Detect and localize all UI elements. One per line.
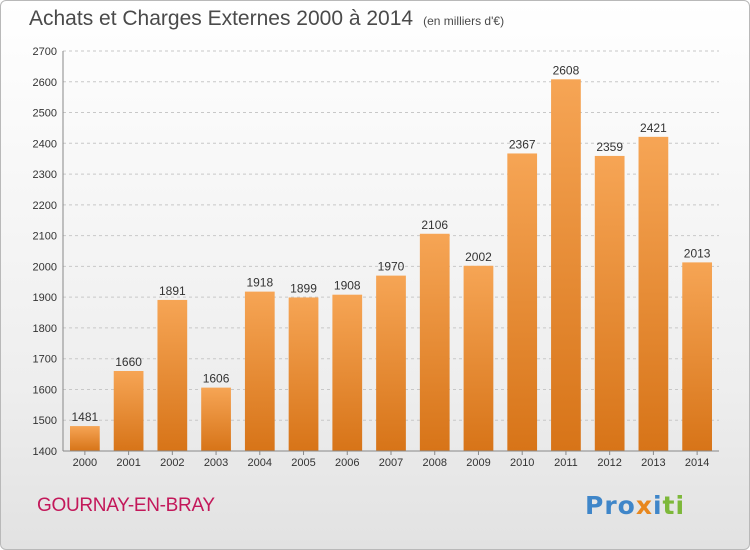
x-tick-label: 2001 (116, 457, 140, 469)
bar-value-label: 1918 (246, 276, 273, 290)
bar (419, 233, 450, 451)
y-tick-label: 2000 (33, 261, 57, 273)
bar (638, 136, 669, 451)
logo-part-4: ti (662, 491, 686, 520)
bar-value-label: 1606 (203, 372, 230, 386)
bar (682, 262, 713, 451)
bars: 1481 1660 1891 1606 1918 1899 1908 1970 2106 2002… (69, 63, 713, 452)
x-tick-label: 2000 (73, 457, 97, 469)
logo-part-1: Pro (585, 491, 636, 520)
y-tick-label: 2500 (33, 108, 57, 120)
bar (113, 371, 144, 451)
x-tick-label: 2011 (554, 457, 578, 469)
bar-value-label: 1481 (72, 410, 99, 424)
y-tick-label: 1800 (33, 323, 57, 335)
bar (69, 426, 100, 451)
chart-unit: (en milliers d'€) (423, 14, 505, 28)
y-tick-label: 2600 (33, 77, 57, 89)
y-tick-label: 1500 (33, 415, 57, 427)
bar (463, 265, 494, 451)
y-tick-label: 2400 (33, 138, 57, 150)
chart-title-text: Achats et Charges Externes 2000 à 2014 (29, 7, 414, 30)
y-tick-label: 2700 (33, 46, 57, 58)
bar-value-label: 2367 (509, 137, 536, 151)
x-tick-label: 2012 (597, 457, 621, 469)
bar (332, 294, 363, 451)
x-tick-label: 2013 (641, 457, 665, 469)
bar-value-label: 2359 (596, 140, 623, 154)
bar-value-label: 2106 (421, 218, 448, 232)
y-tick-label: 2200 (33, 200, 57, 212)
bar (201, 387, 231, 451)
bar (551, 79, 581, 452)
logo-part-3: i (652, 491, 663, 520)
bar-value-label: 2013 (684, 246, 711, 260)
x-tick-label: 2009 (466, 457, 490, 469)
bar-value-label: 2421 (640, 121, 667, 135)
bar (244, 291, 275, 451)
bar-value-label: 2002 (465, 250, 492, 264)
place-name: GOURNAY-EN-BRAY (37, 495, 215, 516)
y-tick-label: 2300 (33, 169, 57, 181)
bar-value-label: 1899 (290, 281, 317, 295)
bar (594, 155, 625, 451)
bar-value-label: 2608 (553, 63, 580, 77)
logo-part-2: x (635, 491, 653, 520)
bar (376, 275, 406, 451)
x-tick-label: 2010 (510, 457, 534, 469)
bar (157, 299, 188, 451)
x-tick-label: 2004 (248, 457, 272, 469)
y-tick-label: 1600 (33, 384, 57, 396)
bar (288, 297, 319, 451)
y-tick-label: 1400 (33, 446, 57, 458)
x-tick-label: 2006 (335, 457, 359, 469)
x-tick-label: 2002 (160, 457, 184, 469)
chart-title: Achats et Charges Externes 2000 à 2014 (e… (29, 7, 504, 31)
x-tick-label: 2014 (685, 457, 709, 469)
x-tick-label: 2003 (204, 457, 228, 469)
y-axis: 1400 1500 1600 1700 1800 1900 2000 2100 2200 2300… (33, 46, 64, 458)
bar-value-label: 1970 (378, 260, 405, 274)
bar-value-label: 1908 (334, 279, 361, 293)
bar-value-label: 1660 (115, 355, 142, 369)
x-tick-label: 2008 (422, 457, 446, 469)
bar-value-label: 1891 (159, 284, 186, 298)
bar (507, 153, 538, 451)
y-tick-label: 2100 (33, 231, 57, 243)
y-tick-label: 1900 (33, 292, 57, 304)
x-tick-label: 2007 (379, 457, 403, 469)
proxiti-logo: Proxiti (585, 491, 685, 520)
y-tick-label: 1700 (33, 354, 57, 366)
x-tick-label: 2005 (291, 457, 315, 469)
x-axis: 2000 2001 2002 2003 2004 2005 2006 2007 2008 2009… (63, 450, 719, 469)
